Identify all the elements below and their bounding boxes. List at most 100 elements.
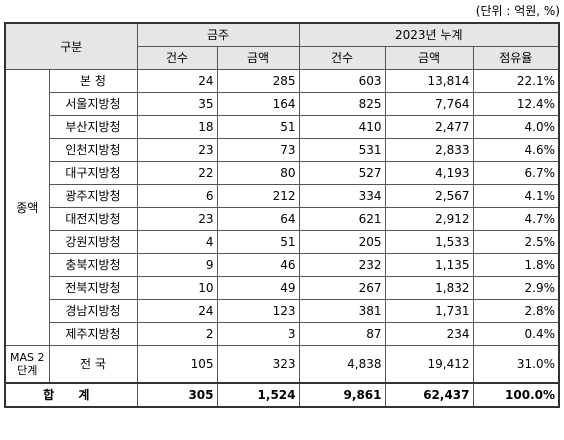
table-row: 강원지방청 4 51 205 1,533 2.5% [5, 230, 560, 254]
table-row: 부산지방청 18 51 410 2,477 4.0% [5, 115, 560, 139]
cum-amount-cell: 2,833 [384, 138, 474, 162]
cum-count-cell: 87 [298, 322, 386, 346]
week-count-cell: 6 [136, 184, 218, 208]
share-cell: 4.7% [472, 207, 560, 231]
share-cell: 4.1% [472, 184, 560, 208]
share-cell: 0.4% [472, 322, 560, 346]
cum-count-cell: 825 [298, 92, 386, 116]
table-row: 서울지방청 35 164 825 7,764 12.4% [5, 92, 560, 116]
week-count-cell: 24 [136, 299, 218, 323]
cum-amount-cell: 4,193 [384, 161, 474, 185]
region-cell: 충북지방청 [48, 253, 138, 277]
table-row: 종액 본 청 24 285 603 13,814 22.1% [4, 69, 560, 346]
header-share: 점유율 [472, 46, 560, 70]
cum-count-cell: 9,861 [298, 382, 386, 408]
share-cell: 2.9% [472, 276, 560, 300]
side-label-mas: MAS 2단계 [4, 345, 50, 384]
week-amount-cell: 1,524 [216, 382, 300, 408]
cum-count-cell: 527 [298, 161, 386, 185]
cum-amount-cell: 19,412 [384, 345, 474, 384]
cum-count-cell: 334 [298, 184, 386, 208]
week-count-cell: 2 [136, 322, 218, 346]
cum-count-cell: 4,838 [298, 345, 386, 384]
week-count-cell: 23 [136, 138, 218, 162]
week-count-cell: 10 [136, 276, 218, 300]
cum-count-cell: 267 [298, 276, 386, 300]
cum-count-cell: 410 [298, 115, 386, 139]
total-row: 합 계 305 1,524 9,861 62,437 100.0% [4, 382, 560, 408]
week-amount-cell: 51 [216, 115, 300, 139]
share-cell: 6.7% [472, 161, 560, 185]
cum-amount-cell: 62,437 [384, 382, 474, 408]
region-cell: 부산지방청 [48, 115, 138, 139]
region-cell: 경남지방청 [48, 299, 138, 323]
region-cell: 본 청 [48, 69, 138, 93]
week-amount-cell: 323 [216, 345, 300, 384]
table-row: 전북지방청 10 49 267 1,832 2.9% [5, 276, 560, 300]
cum-amount-cell: 1,731 [384, 299, 474, 323]
week-amount-cell: 285 [216, 69, 300, 93]
week-amount-cell: 123 [216, 299, 300, 323]
share-cell: 12.4% [472, 92, 560, 116]
cum-amount-cell: 7,764 [384, 92, 474, 116]
share-cell: 100.0% [472, 382, 560, 408]
cum-count-cell: 381 [298, 299, 386, 323]
cum-amount-cell: 1,832 [384, 276, 474, 300]
region-cell: 인천지방청 [48, 138, 138, 162]
header-cum-count: 건수 [298, 46, 386, 70]
cum-count-cell: 531 [298, 138, 386, 162]
share-cell: 4.0% [472, 115, 560, 139]
region-cell: 서울지방청 [48, 92, 138, 116]
week-amount-cell: 49 [216, 276, 300, 300]
week-count-cell: 4 [136, 230, 218, 254]
week-amount-cell: 212 [216, 184, 300, 208]
week-count-cell: 24 [136, 69, 218, 93]
header-cum-group: 2023년 누계 [298, 22, 560, 47]
share-cell: 4.6% [472, 138, 560, 162]
week-count-cell: 305 [136, 382, 218, 408]
cum-amount-cell: 1,135 [384, 253, 474, 277]
cum-amount-cell: 2,567 [384, 184, 474, 208]
cum-amount-cell: 1,533 [384, 230, 474, 254]
mas-row: MAS 2단계 전 국 105 323 4,838 19,412 31.0% [4, 345, 560, 384]
cum-amount-cell: 2,912 [384, 207, 474, 231]
header-month-group: 금주 [136, 22, 300, 47]
share-cell: 22.1% [472, 69, 560, 93]
region-cell: 전북지방청 [48, 276, 138, 300]
week-count-cell: 22 [136, 161, 218, 185]
region-cell: 전 국 [48, 345, 138, 384]
region-cell: 강원지방청 [48, 230, 138, 254]
cum-count-cell: 603 [298, 69, 386, 93]
table-row: 제주지방청 2 3 87 234 0.4% [5, 322, 560, 346]
table-row: 인천지방청 23 73 531 2,833 4.6% [5, 138, 560, 162]
cum-count-cell: 205 [298, 230, 386, 254]
week-amount-cell: 51 [216, 230, 300, 254]
share-cell: 2.5% [472, 230, 560, 254]
table-row: 경남지방청 24 123 381 1,731 2.8% [5, 299, 560, 323]
statistics-table: 구분 금주 2023년 누계 건수 금액 건수 금액 점유율 종액 본 청 24… [4, 22, 561, 408]
header-cum-amount: 금액 [384, 46, 474, 70]
region-cell: 대구지방청 [48, 161, 138, 185]
cum-amount-cell: 13,814 [384, 69, 474, 93]
region-cell: 제주지방청 [48, 322, 138, 346]
week-count-cell: 35 [136, 92, 218, 116]
cum-amount-cell: 234 [384, 322, 474, 346]
total-label: 합 계 [4, 382, 138, 408]
week-count-cell: 23 [136, 207, 218, 231]
side-label-total-amount: 종액 [4, 69, 50, 346]
week-count-cell: 18 [136, 115, 218, 139]
week-count-cell: 9 [136, 253, 218, 277]
week-amount-cell: 3 [216, 322, 300, 346]
cum-count-cell: 232 [298, 253, 386, 277]
share-cell: 2.8% [472, 299, 560, 323]
header-week-amount: 금액 [216, 46, 300, 70]
table-row: 광주지방청 6 212 334 2,567 4.1% [5, 184, 560, 208]
week-amount-cell: 46 [216, 253, 300, 277]
week-amount-cell: 164 [216, 92, 300, 116]
header-week-count: 건수 [136, 46, 218, 70]
unit-note: (단위 : 억원, %) [475, 4, 560, 18]
week-amount-cell: 80 [216, 161, 300, 185]
week-amount-cell: 64 [216, 207, 300, 231]
share-cell: 31.0% [472, 345, 560, 384]
table-row: 대구지방청 22 80 527 4,193 6.7% [5, 161, 560, 185]
